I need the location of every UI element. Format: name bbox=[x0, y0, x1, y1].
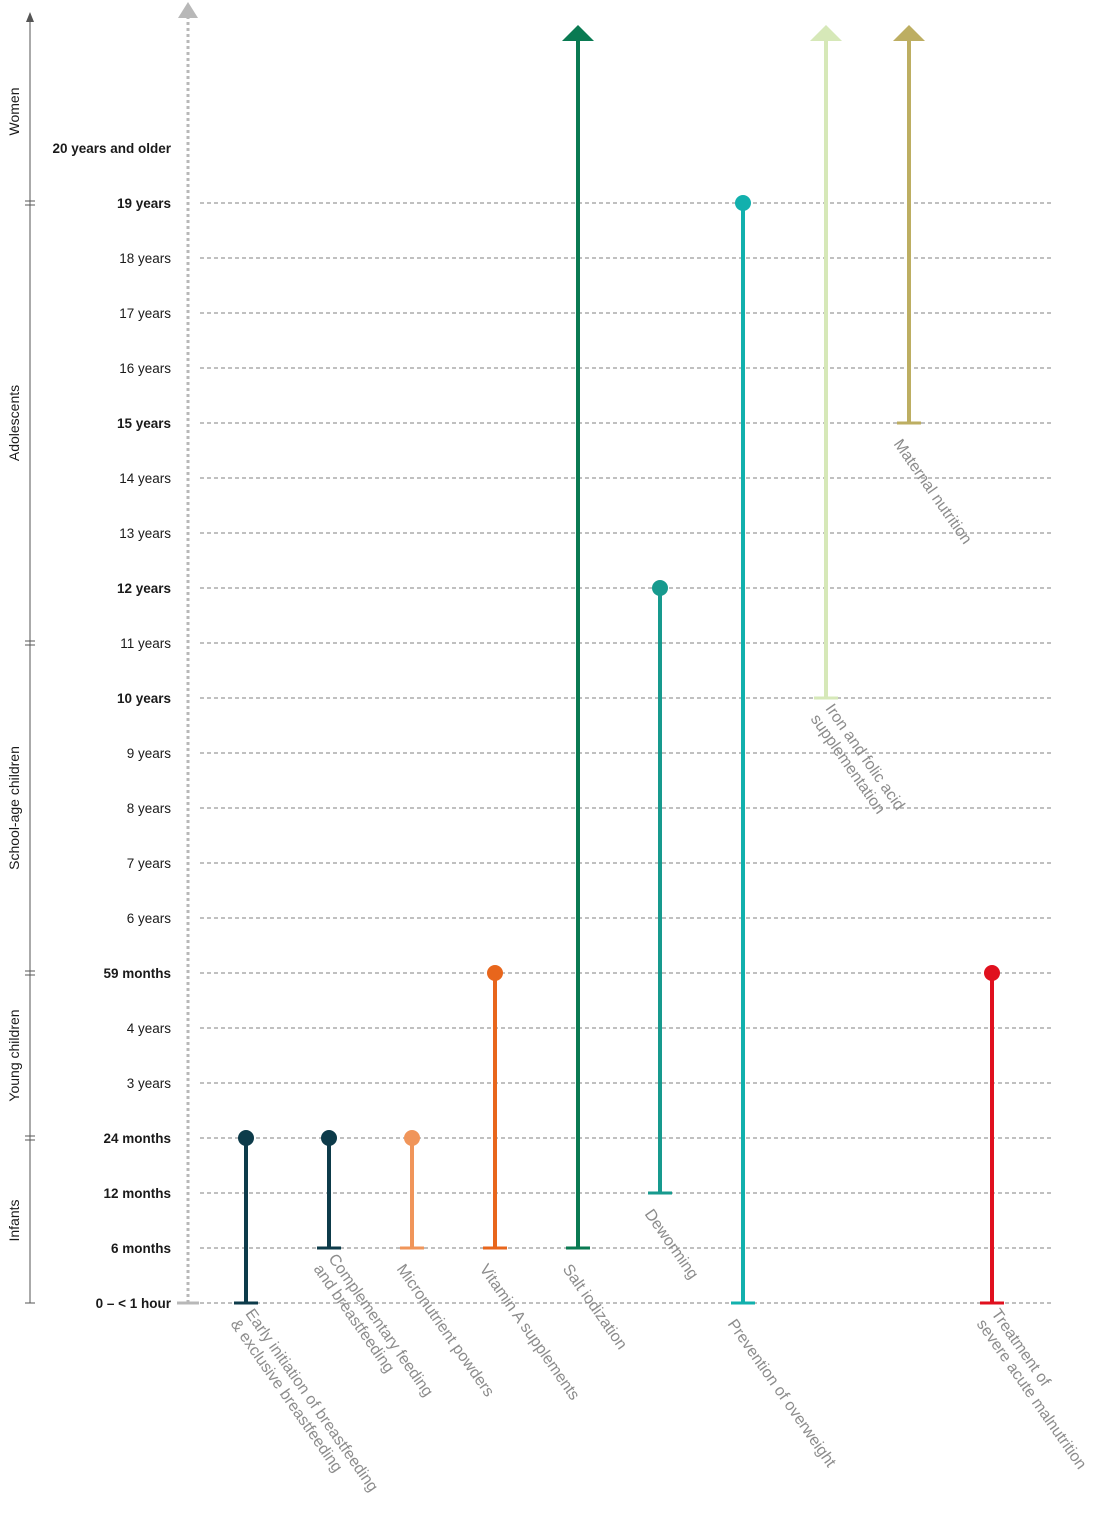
intervention-bar bbox=[400, 1130, 424, 1250]
intervention-bar bbox=[317, 1130, 341, 1250]
intervention-label-line: Prevention of overweight bbox=[724, 1316, 839, 1470]
intervention-end-dot bbox=[984, 965, 1000, 981]
age-axis: 0 – < 1 hour 6 months 12 months 24 months 3 … bbox=[52, 2, 199, 1311]
intervention-end-dot bbox=[238, 1130, 254, 1146]
intervention-bars bbox=[234, 25, 1004, 1305]
intervention-end-arrow bbox=[562, 25, 594, 41]
age-tick-label: 9 years bbox=[127, 746, 172, 761]
intervention-bar bbox=[810, 25, 842, 700]
age-tick-label: 14 years bbox=[119, 471, 171, 486]
intervention-end-arrow bbox=[810, 25, 842, 41]
timeline-arrow bbox=[178, 2, 198, 18]
age-groups: Infants Young children School-age children… bbox=[6, 12, 35, 1304]
age-tick-label: 13 years bbox=[119, 526, 171, 541]
age-group-label: Infants bbox=[6, 1199, 22, 1241]
intervention-bar bbox=[980, 965, 1004, 1305]
intervention-label: Prevention of overweight bbox=[724, 1316, 839, 1470]
age-group-label: Women bbox=[6, 88, 22, 136]
intervention-bar bbox=[731, 195, 755, 1305]
intervention-label-line: Complementary feeding bbox=[325, 1251, 436, 1400]
age-tick-label: 10 years bbox=[117, 691, 171, 706]
age-group-label: Adolescents bbox=[6, 385, 22, 461]
age-group-label: Young children bbox=[6, 1009, 22, 1101]
intervention-end-dot bbox=[735, 195, 751, 211]
age-tick-label: 6 years bbox=[127, 911, 172, 926]
group-axis-arrow bbox=[26, 12, 34, 22]
intervention-end-dot bbox=[652, 580, 668, 596]
intervention-bar bbox=[483, 965, 507, 1250]
age-tick-label: 8 years bbox=[127, 801, 172, 816]
intervention-label-line: Maternal nutrition bbox=[890, 436, 975, 547]
intervention-end-dot bbox=[404, 1130, 420, 1146]
age-tick-label: 16 years bbox=[119, 361, 171, 376]
age-tick-label: 0 – < 1 hour bbox=[96, 1296, 172, 1311]
intervention-label: Maternal nutrition bbox=[890, 436, 975, 547]
intervention-label-line: & exclusive breastfeeding bbox=[227, 1316, 346, 1475]
age-tick-label: 20 years and older bbox=[52, 141, 171, 156]
intervention-label: Iron and folic acidsupplementation bbox=[807, 701, 908, 824]
intervention-label-line: severe acute malnutrition bbox=[973, 1316, 1089, 1472]
intervention-label-line: Salt iodization bbox=[559, 1261, 630, 1352]
age-tick-label: 6 months bbox=[111, 1241, 171, 1256]
intervention-bar bbox=[562, 25, 594, 1250]
age-tick-label: 59 months bbox=[103, 966, 171, 981]
age-tick-label: 4 years bbox=[127, 1021, 172, 1036]
intervention-end-dot bbox=[487, 965, 503, 981]
intervention-bar bbox=[893, 25, 925, 425]
intervention-bar bbox=[234, 1130, 258, 1305]
age-tick-label: 12 years bbox=[117, 581, 171, 596]
age-tick-label: 3 years bbox=[127, 1076, 172, 1091]
intervention-label: Salt iodization bbox=[559, 1261, 630, 1352]
intervention-bar bbox=[648, 580, 672, 1195]
intervention-label: Deworming bbox=[641, 1206, 701, 1282]
intervention-end-arrow bbox=[893, 25, 925, 41]
intervention-labels: Early initiation of breastfeeding& exclu… bbox=[227, 436, 1104, 1495]
age-tick-label: 18 years bbox=[119, 251, 171, 266]
intervention-end-dot bbox=[321, 1130, 337, 1146]
age-tick-label: 17 years bbox=[119, 306, 171, 321]
age-tick-label: 19 years bbox=[117, 196, 171, 211]
age-group-label: School-age children bbox=[6, 746, 22, 870]
age-tick-label: 24 months bbox=[103, 1131, 171, 1146]
intervention-label-line: Deworming bbox=[641, 1206, 701, 1282]
age-tick-label: 12 months bbox=[103, 1186, 171, 1201]
intervention-label: Treatment ofsevere acute malnutrition bbox=[973, 1306, 1104, 1473]
age-tick-label: 7 years bbox=[127, 856, 172, 871]
age-tick-label: 15 years bbox=[117, 416, 171, 431]
age-tick-label: 11 years bbox=[120, 636, 171, 651]
